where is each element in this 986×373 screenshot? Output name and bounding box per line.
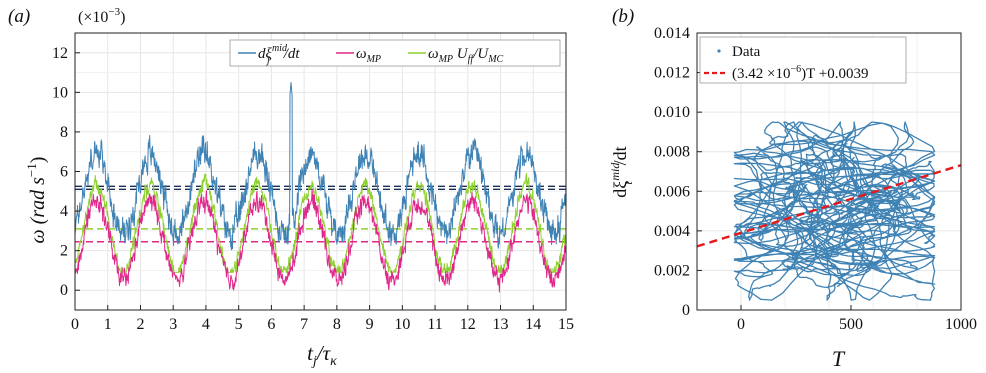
x-tick-label: 3 (169, 316, 177, 333)
x-tick-label: 500 (839, 316, 863, 333)
panel-b-label: (b) (612, 6, 634, 27)
panel-b: (b) 0 500 1000 0 0.002 0.004 0.006 0.008 0.010 0.… (608, 6, 977, 371)
panel-a-xlabel: tj/τκ (307, 341, 337, 369)
y-tick-label: 12 (52, 45, 68, 62)
x-tick-label: 0 (737, 316, 745, 333)
y-tick-label: 0.004 (654, 223, 690, 240)
legend-entry-omega-mp-scaled: ωMP Uff/UMC (428, 46, 504, 65)
panel-b-ticks: 0 500 1000 0 0.002 0.004 0.006 0.008 0.010 0.012 0… (654, 25, 977, 333)
panel-a: (a) (×10−3) 0 1 2 3 4 5 6 7 8 9 10 11 12 13 14 15024681… (8, 6, 574, 369)
y-tick-label: 4 (60, 203, 68, 220)
series-line-magenta (74, 188, 567, 293)
panel-a-multiplier: (×10−3) (78, 6, 125, 26)
x-tick-label: 14 (525, 316, 541, 333)
y-tick-label: 0.002 (654, 262, 690, 279)
data-trajectory (733, 121, 936, 301)
y-tick-label: 6 (60, 164, 68, 181)
y-tick-label: 2 (60, 243, 68, 260)
y-tick-label: 8 (60, 124, 68, 141)
y-tick-label: 0 (682, 302, 690, 319)
panel-a-label: (a) (8, 6, 30, 27)
y-tick-label: 0.010 (654, 104, 690, 121)
panel-b-xlabel: T (832, 346, 846, 371)
series-line-green (74, 172, 567, 273)
x-tick-label: 5 (235, 316, 243, 333)
x-tick-label: 12 (460, 316, 476, 333)
y-tick-label: 0.012 (654, 65, 690, 82)
x-tick-label: 6 (267, 316, 275, 333)
panel-a-legend: dξmid j/dt ωMP ωMP Uff/UMC (229, 39, 561, 67)
panel-b-legend: Data (3.42 ×10−6)T +0.0039 (699, 36, 907, 84)
panel-b-ylabel: dξmidt/dt (608, 146, 635, 197)
x-tick-label: 11 (427, 316, 442, 333)
x-tick-label: 1 (104, 316, 112, 333)
panel-a-series (74, 82, 567, 293)
panel-a-legend-box (229, 39, 561, 67)
panel-b-legend-box (699, 36, 907, 84)
y-tick-label: 0.014 (654, 25, 690, 42)
x-tick-label: 2 (136, 316, 144, 333)
series-line-blue (74, 82, 567, 251)
legend-entry-omega-mp: ωMP (356, 46, 381, 65)
x-tick-label: 8 (333, 316, 341, 333)
x-tick-label: 0 (71, 316, 79, 333)
x-tick-label: 4 (202, 316, 210, 333)
panel-b-data-trajectory (733, 121, 936, 301)
panel-b-axes-box (696, 32, 962, 311)
panel-b-fit-line (696, 164, 962, 248)
x-tick-label: 7 (300, 316, 308, 333)
y-tick-label: 0 (60, 282, 68, 299)
legend-entry-data: Data (732, 44, 761, 60)
legend-entry-fit: (3.42 ×10−6)T +0.0039 (732, 64, 868, 82)
x-tick-label: 15 (558, 316, 574, 333)
y-tick-label: 0.008 (654, 144, 690, 161)
y-tick-label: 10 (52, 84, 68, 101)
y-tick-label: 0.006 (654, 183, 690, 200)
legend-entry-dxi-dt: dξmid j/dt (258, 43, 300, 66)
fit-line (696, 164, 962, 248)
legend-swatch-data (717, 49, 721, 53)
x-tick-label: 9 (366, 316, 374, 333)
x-tick-label: 1000 (945, 316, 977, 333)
x-tick-label: 10 (394, 316, 410, 333)
panel-a-ylabel: ω (rad s−1) (24, 157, 49, 244)
x-tick-label: 13 (493, 316, 509, 333)
